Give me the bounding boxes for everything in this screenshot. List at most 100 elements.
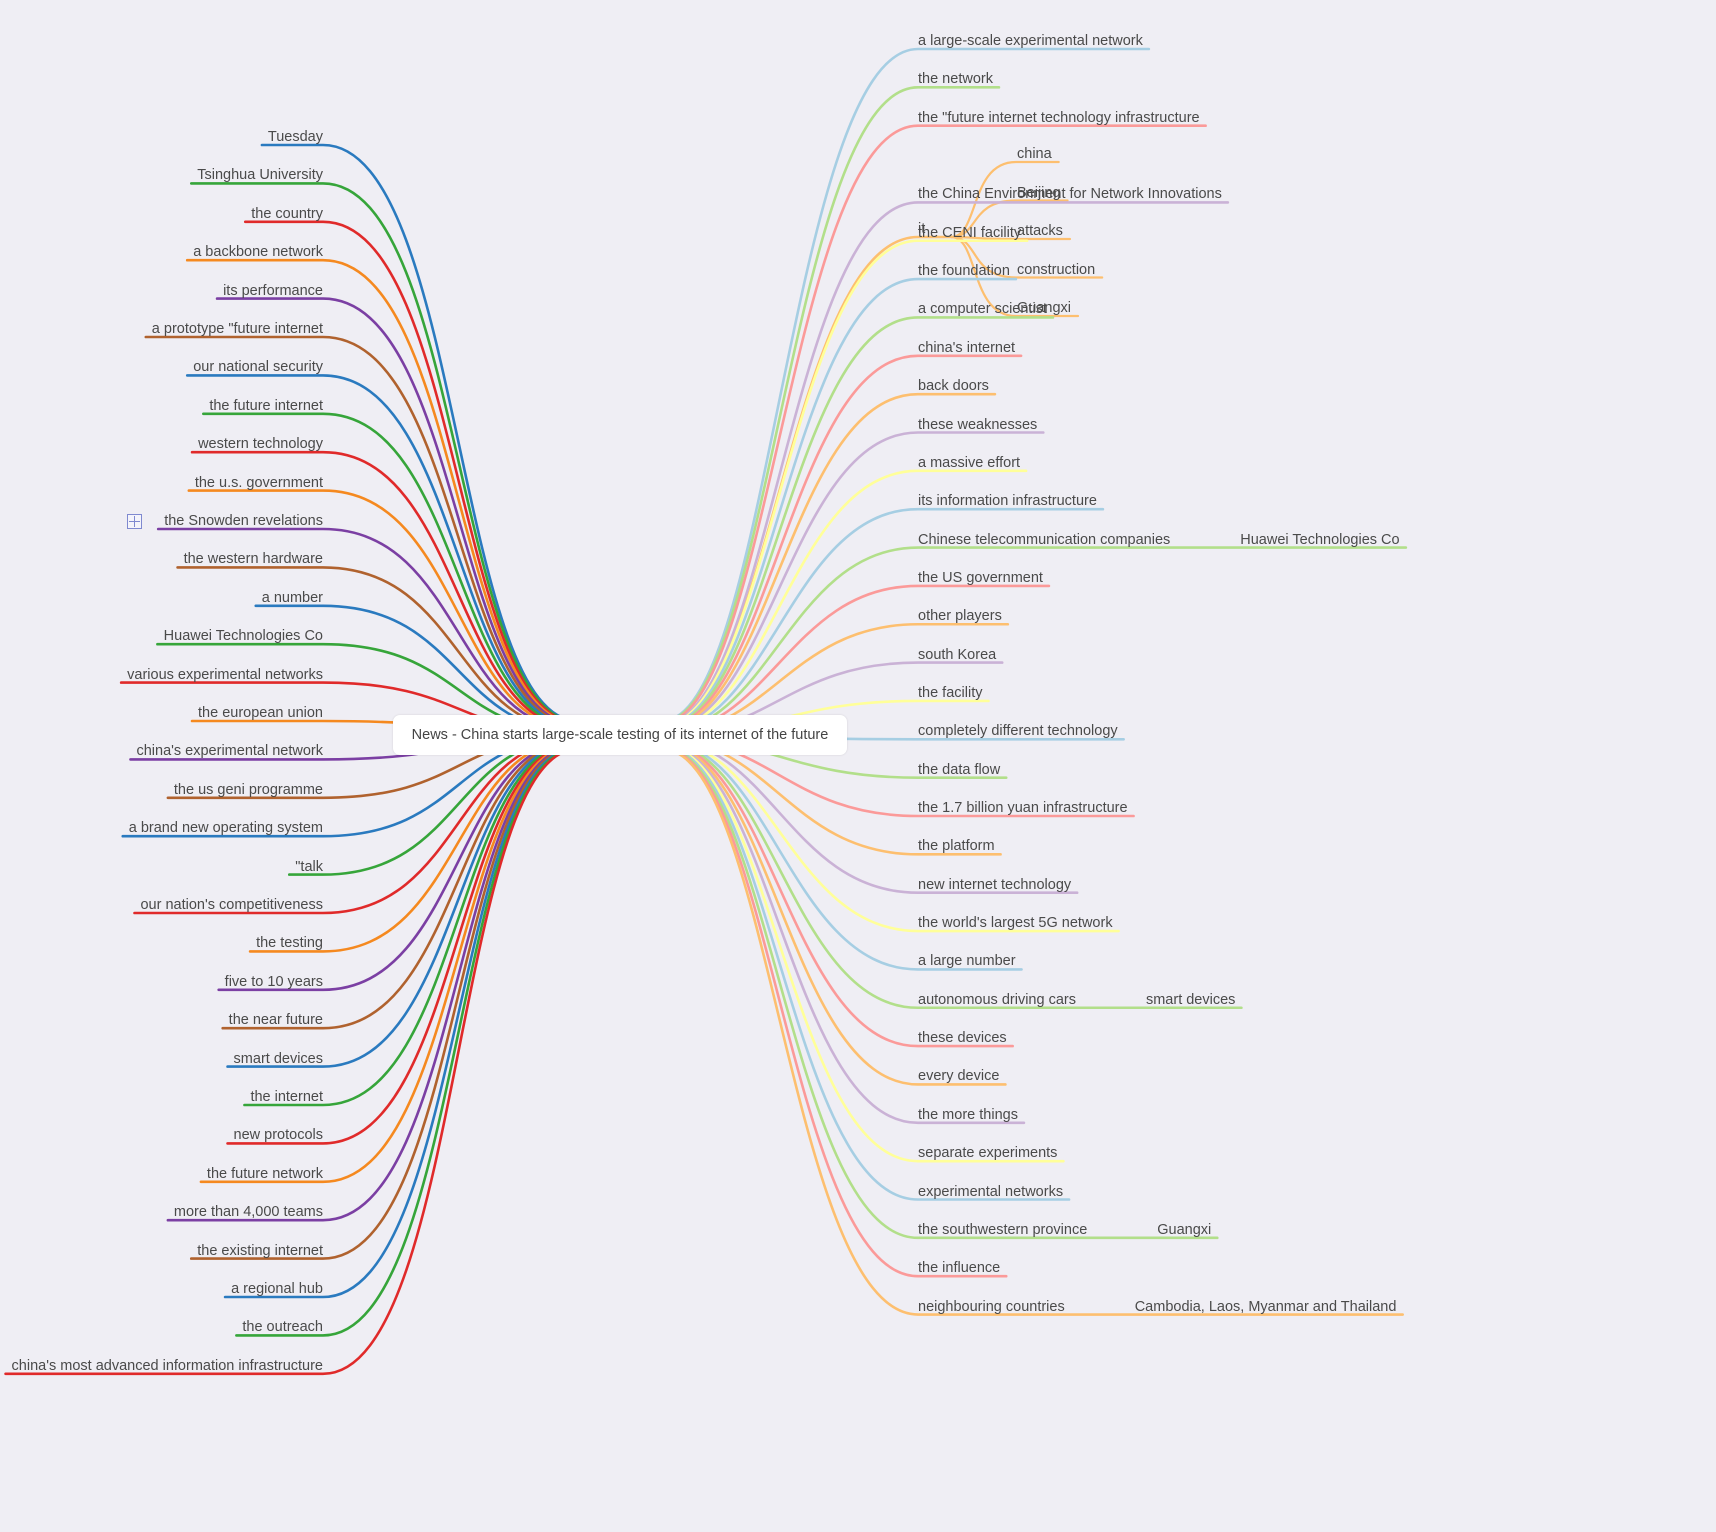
- right-subtopic[interactable]: Guangxi: [1157, 1221, 1212, 1238]
- left-branch-topic[interactable]: western technology: [198, 436, 323, 453]
- right-branch-topic[interactable]: other players: [918, 608, 1002, 625]
- right-branch-topic[interactable]: the platform: [918, 838, 995, 855]
- left-branch-topic[interactable]: a backbone network: [193, 244, 323, 261]
- right-branch-topic[interactable]: china's internet: [918, 339, 1016, 356]
- right-branch-topic[interactable]: the China Environment for Network Innova…: [918, 186, 1222, 203]
- right-branch-topic[interactable]: the data flow: [918, 761, 1001, 778]
- left-branch-connector: [190, 450, 580, 730]
- right-branch-topic[interactable]: autonomous driving cars: [918, 991, 1076, 1008]
- left-branch-topic[interactable]: five to 10 years: [224, 973, 323, 990]
- left-branch-topic[interactable]: Tuesday: [267, 129, 323, 145]
- left-branch-topic[interactable]: the country: [251, 205, 323, 222]
- right-branch-connector: [660, 747, 1404, 1316]
- right-branch-connector: [660, 743, 1026, 1125]
- left-branch-connector: [189, 745, 580, 1260]
- left-branch-connector: [199, 743, 580, 1184]
- right-branch-connector: [660, 742, 1007, 1086]
- right-branch-connector: [660, 746, 1008, 1278]
- right-branch-topic[interactable]: the influence: [918, 1260, 1001, 1277]
- right-subtopic[interactable]: smart devices: [1145, 991, 1236, 1008]
- right-branch-topic[interactable]: a massive effort: [918, 454, 1021, 471]
- left-branch-topic[interactable]: the future internet: [209, 397, 323, 414]
- right-branch-topic[interactable]: the network: [918, 71, 993, 88]
- left-branch-topic[interactable]: the us geni programme: [173, 781, 323, 798]
- right-branch-topic[interactable]: the foundation: [918, 263, 1010, 280]
- right-branch-connector: [660, 744, 1065, 1163]
- right-branch-connector: [660, 392, 997, 730]
- left-branch-topic[interactable]: the testing: [256, 935, 323, 952]
- left-branch-connector: [215, 297, 580, 726]
- left-branch-topic[interactable]: china's experimental network: [136, 743, 323, 760]
- left-branch-topic[interactable]: Tsinghua University: [197, 167, 323, 184]
- right-branch-topic[interactable]: a large-scale experimental network: [918, 33, 1143, 49]
- right-branch-topic[interactable]: the world's largest 5G network: [918, 915, 1113, 932]
- right-branch-connector: [660, 277, 1018, 728]
- left-branch-connector: [166, 744, 580, 1222]
- right-branch-connector: [660, 47, 1151, 723]
- left-branch-topic[interactable]: our national security: [193, 359, 323, 376]
- right-branch-topic[interactable]: these weaknesses: [918, 416, 1038, 433]
- right-branch-topic[interactable]: completely different technology: [918, 723, 1118, 740]
- right-branch-topic[interactable]: its information infrastructure: [918, 493, 1097, 510]
- left-branch-topic[interactable]: the Snowden revelations: [164, 513, 323, 529]
- left-branch-topic[interactable]: "talk: [295, 858, 323, 875]
- right-branch-topic[interactable]: neighbouring countries: [918, 1298, 1065, 1315]
- right-branch-topic[interactable]: it: [918, 221, 926, 237]
- left-branch-topic[interactable]: the outreach: [242, 1319, 323, 1336]
- right-branch-topic[interactable]: these devices: [918, 1030, 1007, 1047]
- right-branch-topic[interactable]: south Korea: [918, 646, 997, 663]
- right-subtopic[interactable]: attacks: [1017, 223, 1063, 239]
- right-branch-topic[interactable]: experimental networks: [918, 1183, 1064, 1200]
- central-topic[interactable]: News - China starts large-scale testing …: [393, 715, 847, 755]
- left-branch-topic[interactable]: the u.s. government: [194, 474, 323, 491]
- left-branch-topic[interactable]: a brand new operating system: [128, 820, 323, 837]
- right-branch-topic[interactable]: the more things: [918, 1106, 1018, 1123]
- left-branch-connector: [185, 374, 580, 728]
- left-branch-topic[interactable]: new protocols: [233, 1127, 323, 1144]
- right-branch-topic[interactable]: the southwestern province: [918, 1221, 1088, 1238]
- subtopic-connector: [950, 160, 1060, 239]
- right-branch-connector: [660, 124, 1207, 724]
- left-branch-topic[interactable]: the internet: [250, 1089, 323, 1105]
- right-subtopic[interactable]: Beijing: [1017, 184, 1061, 201]
- left-branch-topic[interactable]: its performance: [223, 282, 323, 299]
- right-branch-connector: [660, 745, 1071, 1201]
- right-branch-topic[interactable]: the 1.7 billion yuan infrastructure: [918, 800, 1128, 816]
- right-branch-connector: [660, 740, 1243, 1010]
- right-subtopic[interactable]: china: [1017, 146, 1052, 162]
- right-branch-connector: [660, 316, 1055, 729]
- right-branch-topic[interactable]: back doors: [918, 378, 989, 395]
- left-branch-topic[interactable]: the western hardware: [183, 551, 323, 568]
- left-branch-connector: [144, 335, 580, 727]
- right-branch-topic[interactable]: Chinese telecommunication companies: [918, 531, 1171, 548]
- right-branch-topic[interactable]: the US government: [918, 569, 1043, 586]
- right-branch-topic[interactable]: every device: [918, 1068, 1000, 1085]
- left-branch-topic[interactable]: the existing internet: [197, 1242, 323, 1259]
- left-branch-topic[interactable]: smart devices: [233, 1050, 323, 1067]
- left-branch-topic[interactable]: the european union: [198, 705, 323, 721]
- right-subtopic[interactable]: Huawei Technologies Co: [1240, 531, 1400, 548]
- right-branch-topic[interactable]: the CENI facility: [918, 224, 1022, 241]
- left-branch-topic[interactable]: china's most advanced information infras…: [11, 1357, 323, 1374]
- left-branch-topic[interactable]: a prototype "future internet: [151, 321, 323, 337]
- right-branch-topic[interactable]: the facility: [918, 684, 983, 701]
- left-branch-topic[interactable]: our nation's competitiveness: [140, 897, 323, 913]
- left-branch-topic[interactable]: the near future: [228, 1012, 323, 1029]
- subtopic-connector: [950, 235, 1072, 241]
- right-branch-topic[interactable]: a large number: [918, 953, 1016, 970]
- right-subtopic[interactable]: Guangxi: [1017, 300, 1072, 316]
- expand-collapse-icon[interactable]: [127, 514, 142, 529]
- right-subtopic[interactable]: Cambodia, Laos, Myanmar and Thailand: [1134, 1298, 1397, 1315]
- left-branch-topic[interactable]: a number: [261, 589, 323, 606]
- left-branch-topic[interactable]: a regional hub: [231, 1281, 323, 1297]
- left-branch-topic[interactable]: Huawei Technologies Co: [163, 628, 323, 645]
- left-branch-topic[interactable]: various experimental networks: [127, 666, 323, 683]
- right-branch-topic[interactable]: separate experiments: [918, 1145, 1058, 1162]
- left-branch-topic[interactable]: more than 4,000 teams: [173, 1204, 323, 1221]
- right-subtopic[interactable]: construction: [1017, 261, 1096, 278]
- left-branch-topic[interactable]: the future network: [206, 1165, 323, 1182]
- right-branch-topic[interactable]: new internet technology: [918, 876, 1072, 893]
- right-branch-topic[interactable]: the "future internet technology infrastr…: [918, 109, 1200, 126]
- right-branch-topic[interactable]: a computer scientist: [918, 301, 1047, 318]
